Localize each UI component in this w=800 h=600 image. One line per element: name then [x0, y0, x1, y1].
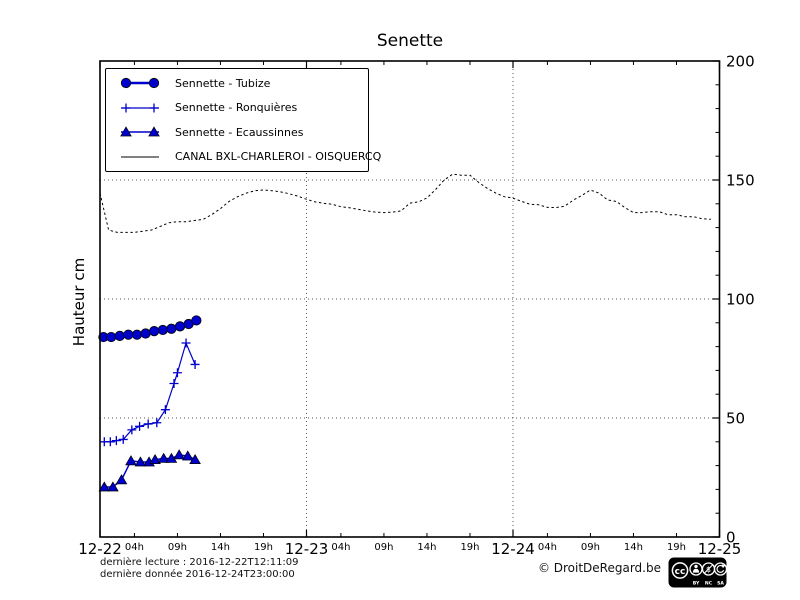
series-ecaussinnes: [98, 449, 201, 492]
series-ronquieres: [99, 338, 200, 447]
x-hour-label: 19h: [254, 542, 273, 553]
x-day-label: 12-22: [78, 540, 122, 558]
svg-text:cc: cc: [675, 567, 686, 577]
legend-item-tubize: Sennette - Tubize: [106, 71, 368, 96]
legend-marker-circle-icon: [120, 78, 160, 89]
footer-last-data: dernière donnée 2016-12-24T23:00:00: [100, 569, 295, 580]
legend-marker-triangle-icon: [120, 126, 160, 137]
x-hour-label: 09h: [581, 542, 600, 553]
x-hour-label: 14h: [211, 542, 230, 553]
legend-marker-plus-icon: [121, 103, 159, 113]
series-canal: [99, 173, 711, 233]
cc-by-label: BY: [693, 581, 700, 587]
cc-sa-share-alike-icon: [713, 562, 727, 576]
y-tick-labels: 0 50 100 150 200: [726, 53, 755, 547]
footer-last-reading: dernière lecture : 2016-12-22T12:11:09: [100, 557, 299, 568]
series-line-canal: [99, 173, 711, 233]
legend-item-canal: CANAL BXL-CHARLEROI - OISQUERCQ: [106, 145, 381, 170]
copyright-text: © DroitDeRegard.be: [537, 561, 661, 575]
legend-item-ronquieres: Sennette - Ronquières: [106, 96, 368, 121]
axis-ticks: [99, 60, 721, 538]
chart-title: Senette: [376, 31, 444, 51]
x-hour-label: 14h: [624, 542, 643, 553]
series-tubize: [98, 315, 202, 343]
data-series: [98, 173, 711, 492]
legend: Sennette - Tubize Sennette - Ronquières Se…: [105, 68, 381, 172]
x-hour-label: 04h: [125, 542, 144, 553]
x-tick-labels: 12-22 04h 09h 14h 19h 12-23 04h 09h 14h 19h 12-24 0…: [78, 540, 741, 558]
y-tick-label: 150: [726, 172, 755, 190]
legend-label: Sennette - Tubize: [175, 76, 271, 90]
x-hour-label: 09h: [374, 542, 393, 553]
legend-label: Sennette - Ecaussinnes: [175, 125, 304, 139]
x-hour-label: 04h: [331, 542, 350, 553]
x-hour-label: 09h: [168, 542, 187, 553]
x-day-label: 12-23: [285, 540, 329, 558]
x-day-label: 12-24: [491, 540, 535, 558]
legend-label: Sennette - Ronquières: [175, 101, 298, 115]
x-hour-label: 14h: [417, 542, 436, 553]
x-hour-label: 19h: [667, 542, 686, 553]
y-tick-label: 0: [726, 529, 736, 547]
gridlines: [100, 61, 720, 537]
x-hour-label: 04h: [538, 542, 557, 553]
legend-marker-none-icon: [121, 156, 159, 158]
cc-sa-label: SA: [717, 581, 724, 587]
y-tick-label: 200: [726, 53, 755, 71]
y-tick-label: 100: [726, 291, 755, 309]
legend-label: CANAL BXL-CHARLEROI - OISQUERCQ: [175, 150, 382, 164]
x-hour-label: 19h: [460, 542, 479, 553]
x-day-label: 12-25: [698, 540, 742, 558]
legend-item-ecaussinnes: Sennette - Ecaussinnes: [106, 120, 368, 145]
cc-nc-label: NC: [705, 581, 713, 587]
cc-logo-icon: cc: [671, 562, 689, 579]
y-tick-label: 50: [726, 410, 745, 428]
series-line-ronquieres: [104, 341, 196, 443]
cc-license-badge: cc $ BY NC SA: [668, 557, 727, 588]
